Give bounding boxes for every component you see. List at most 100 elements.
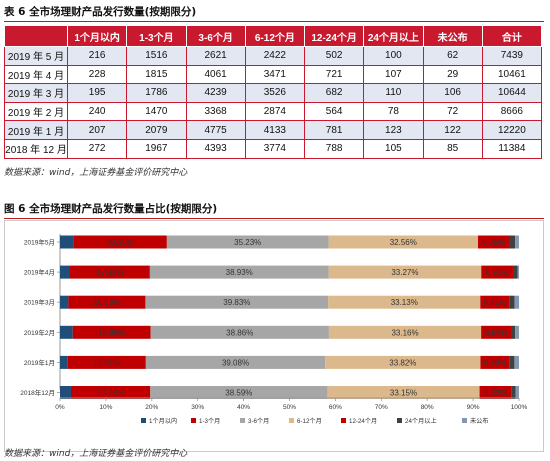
data-label: 6.75% [482, 238, 505, 247]
legend-label: 6-12个月 [297, 418, 322, 425]
bar-segment [150, 386, 328, 399]
table-cell: 11384 [481, 138, 543, 159]
bar-segment [328, 325, 482, 339]
column-header: 3-6个月 [185, 25, 246, 47]
bar-segment [480, 355, 510, 369]
table-cell: 216 [66, 46, 128, 66]
legend-label: 1个月以内 [149, 417, 177, 425]
row-label: 2018 年 12 月 [4, 138, 68, 159]
row-label: 2019 年 1 月 [4, 120, 68, 140]
category-label: 2019年1月 [24, 358, 55, 367]
data-label: 39.08% [222, 358, 249, 367]
bar-segment [514, 355, 519, 369]
bar-segment [70, 386, 151, 399]
bar-segment [514, 295, 520, 309]
table-cell: 2079 [126, 120, 187, 140]
bar-segment [481, 325, 512, 339]
table-row: 2019 年 3 月 195 1786 4239 3526 682 110 106 10644 [4, 83, 543, 103]
data-label: 17.01% [93, 358, 120, 367]
table-cell: 1786 [126, 83, 187, 103]
bar-segment [73, 235, 167, 249]
data-label: 38.59% [225, 389, 252, 398]
x-tick-label: 80% [421, 404, 434, 411]
x-tick-label: 60% [329, 404, 342, 411]
x-tick-label: 50% [283, 404, 296, 411]
table-row: 2019 年 5 月 216 1516 2621 2422 502 100 62 7439 [4, 46, 543, 66]
table-body: 2019 年 5 月 216 1516 2621 2422 502 100 62 7439 201… [4, 46, 543, 159]
bar-segment [150, 325, 329, 339]
table-cell: 4133 [244, 120, 306, 140]
legend-label: 1-3个月 [199, 418, 220, 425]
bar-segment [328, 295, 481, 309]
row-label: 2019 年 3 月 [4, 83, 68, 103]
legend-swatch [341, 418, 346, 423]
header-blank [4, 25, 68, 47]
bar-segment [328, 265, 482, 279]
table-cell: 4775 [185, 120, 246, 140]
figure-source-note: 数据来源：wind，上海证券基金评价研究中心 [4, 449, 188, 459]
bar-segment [166, 235, 329, 249]
table-row: 2018 年 12 月 272 1967 4393 3774 788 105 85 11384 [4, 138, 543, 159]
data-label: 33.82% [389, 358, 416, 367]
table-cell: 10461 [481, 64, 543, 85]
x-tick-label: 100% [511, 404, 528, 411]
x-tick-label: 30% [191, 404, 204, 411]
category-label: 2018年12月 [20, 388, 55, 397]
data-label: 6.91% [486, 268, 509, 277]
table-cell: 123 [363, 120, 424, 140]
table-cell: 8666 [481, 101, 543, 122]
data-label: 33.16% [391, 328, 418, 337]
bar-segment [515, 325, 519, 339]
x-tick-label: 10% [99, 404, 112, 411]
data-label: 35.23% [234, 238, 261, 247]
data-label: 38.93% [226, 268, 253, 277]
table-cell: 4061 [185, 64, 246, 85]
bar-segment [328, 235, 479, 249]
column-header: 合计 [481, 25, 543, 47]
bar-segment [60, 386, 71, 399]
bar-segment [512, 265, 518, 279]
title-rule [4, 21, 544, 22]
bar-segment [508, 235, 516, 249]
data-label: 39.83% [223, 298, 250, 307]
legend-swatch [397, 418, 402, 423]
data-label: 6.92% [484, 389, 507, 398]
data-label: 16.78% [93, 298, 120, 307]
data-label: 17.40% [96, 268, 123, 277]
table-cell: 3774 [244, 138, 306, 159]
bar-segment [509, 355, 515, 369]
bar-segment [60, 235, 74, 249]
table-cell: 72 [422, 101, 483, 122]
table-cell: 1470 [126, 101, 187, 122]
data-label: 33.27% [391, 268, 418, 277]
bar-segment [515, 386, 519, 399]
figure-title-rule [4, 218, 544, 219]
bar-segment [149, 265, 329, 279]
bar-segment [60, 265, 71, 279]
table-cell: 85 [422, 138, 483, 159]
table-cell: 502 [303, 46, 365, 66]
table-cell: 3526 [244, 83, 306, 103]
bar-segment [480, 295, 510, 309]
table-title: 表 6 全市场理财产品发行数量(按期限分) [4, 6, 197, 18]
legend-label: 12-24个月 [349, 418, 377, 425]
table-cell: 788 [303, 138, 365, 159]
bar-segment [145, 355, 326, 369]
bar-segment [479, 386, 512, 399]
data-label: 6.39% [484, 358, 507, 367]
bar-segment [72, 325, 151, 339]
table-cell: 10644 [481, 83, 543, 103]
table-cell: 2874 [244, 101, 306, 122]
table-cell: 7439 [481, 46, 543, 66]
bar-segment [327, 386, 480, 399]
data-label: 6.51% [485, 328, 508, 337]
bar-segment [60, 295, 69, 309]
bar-segment [60, 325, 73, 339]
chart-frame [4, 220, 544, 452]
table-header-row: 1个月以内 1-3个月 3-6个月 6-12个月 12-24个月 24个月以上 未公布 合计 [4, 25, 543, 47]
x-tick-label: 90% [467, 404, 480, 411]
bar-segment [517, 265, 519, 279]
x-tick-label: 40% [237, 404, 250, 411]
bar-segment [68, 295, 146, 309]
table-cell: 2422 [244, 46, 306, 66]
